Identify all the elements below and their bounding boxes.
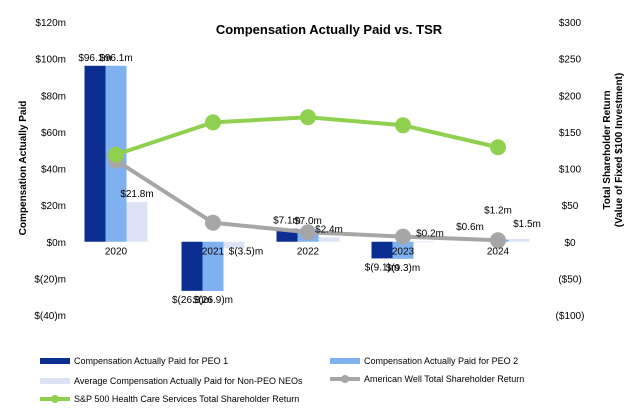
y2-tick-label: $150 (559, 128, 582, 139)
y-tick-label: $100m (35, 55, 66, 66)
y-tick-label: $(20)m (34, 274, 66, 285)
bar-data-label: $2.4m (315, 224, 343, 235)
bar-data-label: $1.2m (484, 206, 512, 217)
bar-1-2020 (84, 65, 106, 242)
bar-data-label: $96.1m (78, 53, 111, 64)
legend-item-neo: Average Compensation Actually Paid for N… (40, 376, 302, 386)
legend-label-neo: Average Compensation Actually Paid for N… (74, 376, 303, 386)
line-2-point-2021 (205, 114, 221, 131)
bar-2-2023 (392, 241, 414, 259)
bar-data-label: $0.2m (416, 228, 444, 239)
legend-label-peo2: Compensation Actually Paid for PEO 2 (364, 356, 519, 366)
y2-tick-label: $50 (562, 201, 579, 212)
y-tick-label: $40m (41, 165, 66, 176)
y2-tick-label: $200 (559, 91, 582, 102)
bar-data-label: $(26.8)m (172, 295, 212, 306)
chart-title: Compensation Actually Paid vs. TSR (216, 22, 443, 37)
y-tick-label: $20m (41, 201, 66, 212)
y2-tick-label: ($50) (558, 274, 581, 285)
bar-data-label: $1.5m (513, 219, 541, 230)
bar-data-label: $7.1m (273, 216, 301, 227)
category-label: 2021 (202, 247, 225, 258)
line-1-point-2022 (300, 224, 316, 241)
y2-tick-label: $250 (559, 55, 582, 66)
y2-tick-label: ($100) (556, 311, 585, 322)
line-1-point-2021 (205, 214, 221, 231)
y-tick-label: $80m (41, 91, 66, 102)
bar-data-label: $96.1m (99, 53, 132, 64)
y-tick-label: $(40)m (34, 311, 66, 322)
legend-label-peo1: Compensation Actually Paid for PEO 1 (74, 356, 229, 366)
y2-tick-label: $0 (564, 238, 576, 249)
bar-3-2022 (318, 237, 340, 242)
line-1-point-2023 (395, 228, 411, 245)
bar-3-2021 (223, 241, 245, 249)
legend-label-amwell: American Well Total Shareholder Return (364, 374, 525, 384)
bar-3-2024 (508, 239, 530, 242)
bar-3-2023 (413, 241, 435, 243)
legend-item-sp500: S&P 500 Health Care Services Total Share… (40, 394, 299, 404)
category-label: 2023 (392, 247, 415, 258)
legend-swatch-neo (40, 378, 70, 384)
legend-label-sp500: S&P 500 Health Care Services Total Share… (74, 394, 300, 404)
y2-axis-label-line2: (Value of Fixed $100 Investment) (614, 73, 625, 228)
y-tick-label: $60m (41, 128, 66, 139)
line-2-point-2023 (395, 117, 411, 134)
legend-swatch-sp500 (40, 394, 70, 404)
y2-tick-label: $300 (559, 18, 582, 29)
category-label: 2024 (487, 247, 510, 258)
bar-data-label: $(9.3)m (386, 263, 420, 274)
legend-swatch-peo2 (330, 358, 360, 364)
bar-1-2023 (371, 241, 393, 259)
line-1-point-2024 (490, 232, 506, 249)
chart-canvas: Compensation Actually Paid vs. TSR Compe… (18, 18, 625, 322)
bar-1-2021 (181, 241, 203, 291)
bar-3-2020 (126, 201, 148, 242)
category-label: 2022 (297, 247, 320, 258)
y2-axis-label-line1: Total Shareholder Return (602, 90, 613, 209)
y-tick-label: $120m (35, 18, 66, 29)
legend-swatch-amwell (330, 374, 360, 384)
bar-data-label-extra: $0.6m (456, 222, 484, 233)
line-2-point-2020 (108, 146, 124, 163)
category-label: 2020 (105, 247, 128, 258)
y-tick-label: $0m (47, 238, 66, 249)
bar-data-label: $(3.5)m (229, 247, 263, 258)
legend-item-peo1: Compensation Actually Paid for PEO 1 (40, 356, 228, 366)
legend: Compensation Actually Paid for PEO 1 Com… (40, 352, 620, 412)
bar-data-label: $7.0m (294, 216, 322, 227)
bar-2-2021 (202, 241, 224, 292)
bar-data-label: $(26.9)m (193, 295, 233, 306)
bar-data-label: $(9.1)m (365, 262, 399, 273)
y2-tick-label: $100 (559, 165, 582, 176)
legend-swatch-peo1 (40, 358, 70, 364)
line-2-point-2022 (300, 109, 316, 126)
line-2-point-2024 (490, 139, 506, 156)
bar-data-label: $21.8m (120, 189, 153, 200)
legend-item-amwell: American Well Total Shareholder Return (330, 374, 524, 384)
legend-item-peo2: Compensation Actually Paid for PEO 2 (330, 356, 518, 366)
y-axis-label: Compensation Actually Paid (18, 101, 29, 236)
